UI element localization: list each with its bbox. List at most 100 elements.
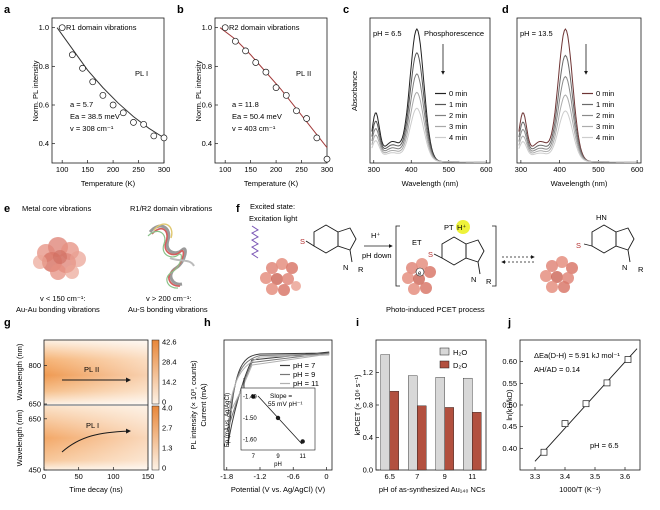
bar-h2o — [408, 375, 418, 471]
state-f: Excited state: — [250, 202, 295, 211]
plot-frame-c — [369, 17, 491, 164]
data-point-b — [232, 37, 239, 45]
data-point-b — [303, 115, 310, 122]
x-tick-label: 300 — [321, 165, 334, 174]
legend-swatch-d2o — [439, 360, 450, 369]
r-group-left: R — [358, 265, 364, 274]
bar-h2o — [463, 377, 473, 471]
equation-j: ΔEa(D-H) = 5.91 kJ mol⁻¹ — [534, 351, 620, 360]
legend-label-c: 0 min — [449, 89, 467, 98]
electron-label: e — [418, 271, 422, 277]
x-tick-label: 100 — [56, 165, 69, 174]
panel-f: f Excited state: Excitation light S N R … — [236, 202, 644, 314]
inset-point — [251, 394, 256, 399]
light-label: Excitation light — [249, 214, 298, 223]
x-tick-label: 3.5 — [590, 472, 600, 481]
panel-d: d pH = 13.5 Wavelength (nm) 300 400 500 600… — [502, 4, 643, 188]
note-c: Phosphorescence — [424, 29, 484, 38]
x-tick-label: 3.6 — [620, 472, 630, 481]
x-tick-label: 0 — [42, 472, 46, 481]
xlabel-h: Potential (V vs. Ag/AgCl) (V) — [231, 485, 326, 494]
cv-curve — [227, 353, 330, 416]
title-e-right: R1/R2 domain vibrations — [130, 204, 212, 213]
ph-j: pH = 6.5 — [590, 441, 619, 450]
xlabel-i: pH of as-synthesized Au₁₄₀ NCs — [379, 485, 485, 494]
y-tick-label: 0.8 — [39, 62, 49, 71]
y-tick-label: 0.6 — [39, 101, 49, 110]
colorbar-tick-label: 14.2 — [162, 378, 177, 387]
heatmap-bottom-fade — [44, 406, 148, 470]
plot-frame-b — [214, 17, 328, 164]
inset-y-tick-label: -1.50 — [243, 416, 257, 422]
y-tick-label: 650 — [28, 414, 41, 423]
x-tick-label: 400 — [553, 165, 566, 174]
x-tick-label: 11 — [468, 472, 476, 481]
ph-c: pH = 6.5 — [373, 29, 402, 38]
data-point-b — [293, 107, 300, 115]
data-point-j — [624, 356, 632, 363]
panel-label-f: f — [236, 203, 240, 215]
y-tick-label: 0.40 — [502, 444, 517, 453]
data-point-a — [79, 64, 86, 72]
data-point-j — [582, 400, 590, 408]
y-tick-label: 1.0 — [202, 23, 212, 32]
legend-label-h: pH = 11 — [293, 379, 319, 388]
metal-core-cluster — [33, 237, 86, 280]
panel-label-b: b — [177, 4, 184, 16]
x-tick-label: 600 — [480, 165, 493, 174]
data-point-b — [272, 84, 280, 91]
data-point-b — [313, 134, 321, 142]
heatmap-top-fade — [44, 340, 148, 404]
inset-y-tick-label: -1.40 — [243, 395, 257, 401]
plot-frame-a — [51, 17, 165, 164]
y-tick-label: 650 — [28, 400, 41, 409]
sulfur-atom-left: S — [300, 237, 305, 246]
inset-point — [300, 439, 305, 444]
y-tick-label: 0.50 — [502, 401, 517, 410]
bracket-right — [492, 225, 497, 287]
y-tick-label: 0.4 — [202, 139, 212, 148]
x-tick-label: 300 — [367, 165, 380, 174]
panel-label-h: h — [204, 317, 211, 329]
legend-label-h: pH = 9 — [293, 370, 315, 379]
fit-line-a — [56, 27, 165, 139]
colorbar-tick-label: 0 — [162, 464, 166, 473]
y-tick-label: 0.8 — [202, 62, 212, 71]
n-atom-middle: N — [471, 275, 476, 284]
y-tick-label: 800 — [28, 361, 41, 370]
x-tick-label: -1.8 — [220, 472, 233, 481]
y-tick-label: 0.60 — [502, 357, 517, 366]
y-tick-label: 0.8 — [363, 401, 373, 410]
data-point-b — [242, 47, 249, 55]
xlabel-a: Temperature (K) — [81, 179, 136, 188]
caption-e-right-1: v > 200 cm⁻¹: — [146, 294, 191, 303]
legend-label-c: 4 min — [449, 133, 467, 142]
bar-d2o — [417, 405, 427, 471]
y-tick-label: 450 — [28, 466, 41, 475]
x-tick-label: 200 — [107, 165, 120, 174]
plot-frame-d — [516, 17, 642, 164]
bar-d2o — [389, 390, 399, 471]
data-point-b — [262, 68, 270, 76]
y-tick-label: 0.6 — [202, 101, 212, 110]
colorbar-tick-label: 42.6 — [162, 338, 177, 347]
legend-swatch-h2o — [439, 347, 450, 356]
gold-cluster-left — [260, 258, 301, 296]
panel-h: h pH = 7pH = 9pH = 11 Slope = 55 mV pH⁻¹… — [199, 317, 333, 494]
x-tick-label: -1.2 — [254, 472, 267, 481]
x-tick-label: 500 — [442, 165, 455, 174]
x-tick-label: 250 — [295, 165, 308, 174]
legend-label-d: 3 min — [596, 122, 614, 131]
data-point-a — [109, 101, 117, 109]
inset-x-tick-label: 9 — [276, 454, 280, 460]
y-tick-label: 0.45 — [502, 422, 517, 431]
x-tick-label: 100 — [107, 472, 120, 481]
ylabel-a: Norm. PL intensity — [31, 60, 40, 121]
caption-e-right-2: Au-S bonding vibrations — [128, 305, 208, 314]
caption-f: Photo-induced PCET process — [386, 305, 485, 314]
cv-curve — [227, 351, 330, 446]
tag-a: PL I — [135, 69, 148, 78]
x-tick-label: 6.5 — [385, 472, 395, 481]
sulfur-atom-right: S — [576, 241, 581, 250]
y-tick-label: 0.0 — [363, 466, 373, 475]
